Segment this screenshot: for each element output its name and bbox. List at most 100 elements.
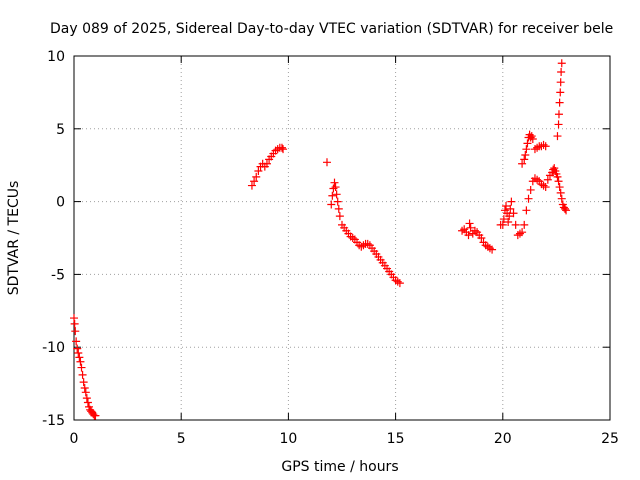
data-point xyxy=(79,378,88,387)
data-point xyxy=(557,68,566,77)
data-point xyxy=(560,204,569,213)
data-point xyxy=(543,175,552,184)
data-point xyxy=(522,206,531,215)
data-point xyxy=(83,398,92,407)
data-point xyxy=(499,215,508,224)
data-point xyxy=(74,349,83,358)
x-tick-label: 15 xyxy=(387,431,405,447)
data-point xyxy=(464,231,473,240)
data-point xyxy=(458,226,467,235)
data-point xyxy=(279,145,288,154)
y-tick-label: 10 xyxy=(47,49,65,65)
data-point xyxy=(488,245,497,254)
data-point xyxy=(555,183,564,192)
data-point xyxy=(75,353,84,362)
data-point xyxy=(554,110,563,119)
y-tick-label: 0 xyxy=(56,195,65,211)
y-tick-label: 5 xyxy=(56,122,65,138)
x-tick-label: 0 xyxy=(70,431,79,447)
data-point xyxy=(553,172,562,181)
data-point xyxy=(327,200,336,209)
data-point xyxy=(70,314,78,323)
data-point xyxy=(541,142,550,151)
data-point xyxy=(509,209,518,218)
data-point xyxy=(553,132,562,141)
data-point xyxy=(562,206,571,215)
data-point xyxy=(518,228,527,237)
data-point xyxy=(91,411,100,420)
data-point xyxy=(332,190,341,199)
data-point xyxy=(555,98,564,107)
x-axis-label: GPS time / hours xyxy=(281,459,398,475)
data-point xyxy=(539,181,548,190)
axis-ticks: 0 5 10 15 20 25 -15 -10 -5 0 5 10 xyxy=(42,49,619,447)
data-point xyxy=(524,194,533,203)
y-axis-label: SDTVAR / TECUs xyxy=(6,181,22,296)
x-tick-label: 20 xyxy=(494,431,512,447)
data-point xyxy=(523,139,532,148)
data-point xyxy=(334,204,343,213)
data-point xyxy=(502,201,511,210)
data-point xyxy=(506,204,515,213)
data-point xyxy=(76,357,85,366)
data-point xyxy=(504,217,513,226)
y-tick-label: -5 xyxy=(51,267,65,283)
data-point xyxy=(254,167,263,176)
data-point xyxy=(518,159,527,168)
data-point xyxy=(70,319,79,328)
data-point xyxy=(521,151,530,160)
data-point xyxy=(554,120,563,129)
data-point xyxy=(556,88,565,97)
x-tick-label: 25 xyxy=(601,431,619,447)
data-point xyxy=(498,220,507,229)
data-point xyxy=(252,172,261,181)
data-point xyxy=(507,197,516,206)
data-point xyxy=(322,158,331,167)
data-point xyxy=(262,159,271,168)
plot-frame xyxy=(73,55,611,421)
data-point xyxy=(81,388,90,397)
data-point xyxy=(82,394,91,403)
data-points xyxy=(70,59,571,420)
data-point xyxy=(556,188,565,197)
data-point xyxy=(80,383,89,392)
data-point xyxy=(557,59,566,68)
data-point xyxy=(72,337,81,346)
data-point xyxy=(520,155,529,164)
data-point xyxy=(395,279,404,288)
data-point xyxy=(77,363,86,372)
data-point xyxy=(511,220,520,229)
data-point xyxy=(554,177,563,186)
data-point xyxy=(526,185,535,194)
data-point xyxy=(477,234,486,242)
x-tick-label: 5 xyxy=(177,431,186,447)
data-point xyxy=(331,183,340,192)
data-point xyxy=(533,175,542,184)
data-point xyxy=(505,212,514,221)
chart-title: Day 089 of 2025, Sidereal Day-to-day VTE… xyxy=(50,21,613,37)
data-point xyxy=(348,234,357,242)
data-point xyxy=(393,277,402,286)
data-point xyxy=(515,229,524,238)
data-point xyxy=(557,194,566,203)
data-point xyxy=(71,327,80,336)
data-point xyxy=(556,78,565,87)
data-point xyxy=(466,223,475,232)
data-point xyxy=(330,178,339,187)
data-point xyxy=(335,212,344,221)
data-point xyxy=(465,219,474,228)
data-point xyxy=(520,220,529,229)
data-point xyxy=(78,370,87,379)
grid xyxy=(74,56,610,420)
y-tick-label: -15 xyxy=(42,413,65,429)
x-tick-label: 10 xyxy=(279,431,297,447)
data-point xyxy=(333,197,342,206)
y-tick-label: -10 xyxy=(42,340,65,356)
data-point xyxy=(73,344,82,353)
data-point xyxy=(522,145,531,154)
data-point xyxy=(247,181,256,190)
data-point xyxy=(328,191,337,200)
data-point xyxy=(541,183,550,192)
data-point xyxy=(528,134,537,143)
